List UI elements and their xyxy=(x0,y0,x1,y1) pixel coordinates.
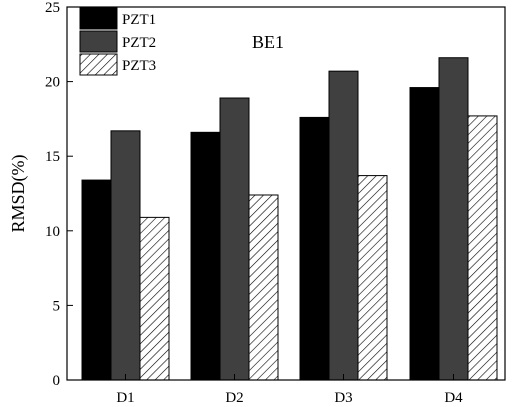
bar-pzt2-d4 xyxy=(438,57,469,381)
y-tick-label: 15 xyxy=(45,149,60,165)
y-tick-label: 25 xyxy=(45,0,60,16)
legend-swatch-pzt2 xyxy=(79,30,118,53)
bar-pzt1-d3 xyxy=(299,116,330,381)
bar-pzt1-d1 xyxy=(81,179,112,381)
x-tick-label-d2: D2 xyxy=(225,390,243,406)
legend-label-pzt2: PZT2 xyxy=(122,35,156,51)
y-axis-ticks: 0 5 10 15 20 25 xyxy=(45,0,73,389)
legend-swatch-pzt3 xyxy=(79,53,118,76)
bar-pzt2-d2 xyxy=(219,97,250,381)
bar-pzt1-d4 xyxy=(409,87,440,381)
chart-title: BE1 xyxy=(252,32,284,52)
bar-pzt2-d3 xyxy=(328,70,359,381)
bar-pzt3-d3 xyxy=(357,175,388,381)
legend-swatch-pzt1 xyxy=(79,7,118,30)
y-tick-label: 5 xyxy=(53,298,61,314)
x-tick-label-d3: D3 xyxy=(334,390,352,406)
y-tick-label: 0 xyxy=(53,373,61,389)
bar-pzt3-d1 xyxy=(139,216,170,381)
bar-pzt2-d1 xyxy=(110,130,141,381)
bar-pzt3-d2 xyxy=(248,194,279,381)
y-axis-title: RMSD(%) xyxy=(8,154,29,232)
axes-group xyxy=(66,6,506,381)
y-tick-label: 10 xyxy=(45,224,60,240)
y-tick-label: 20 xyxy=(45,75,60,91)
bars-group xyxy=(81,57,498,381)
bar-pzt1-d2 xyxy=(190,131,221,381)
legend-label-pzt1: PZT1 xyxy=(122,12,156,28)
legend: PZT1 PZT2 PZT3 xyxy=(79,7,156,76)
x-tick-label-d1: D1 xyxy=(116,390,134,406)
x-axis-ticks: D1 D2 D3 D4 xyxy=(116,374,463,406)
x-tick-label-d4: D4 xyxy=(444,390,463,406)
bar-pzt3-d4 xyxy=(467,115,498,381)
plot-frame xyxy=(66,6,506,381)
legend-label-pzt3: PZT3 xyxy=(122,58,156,74)
